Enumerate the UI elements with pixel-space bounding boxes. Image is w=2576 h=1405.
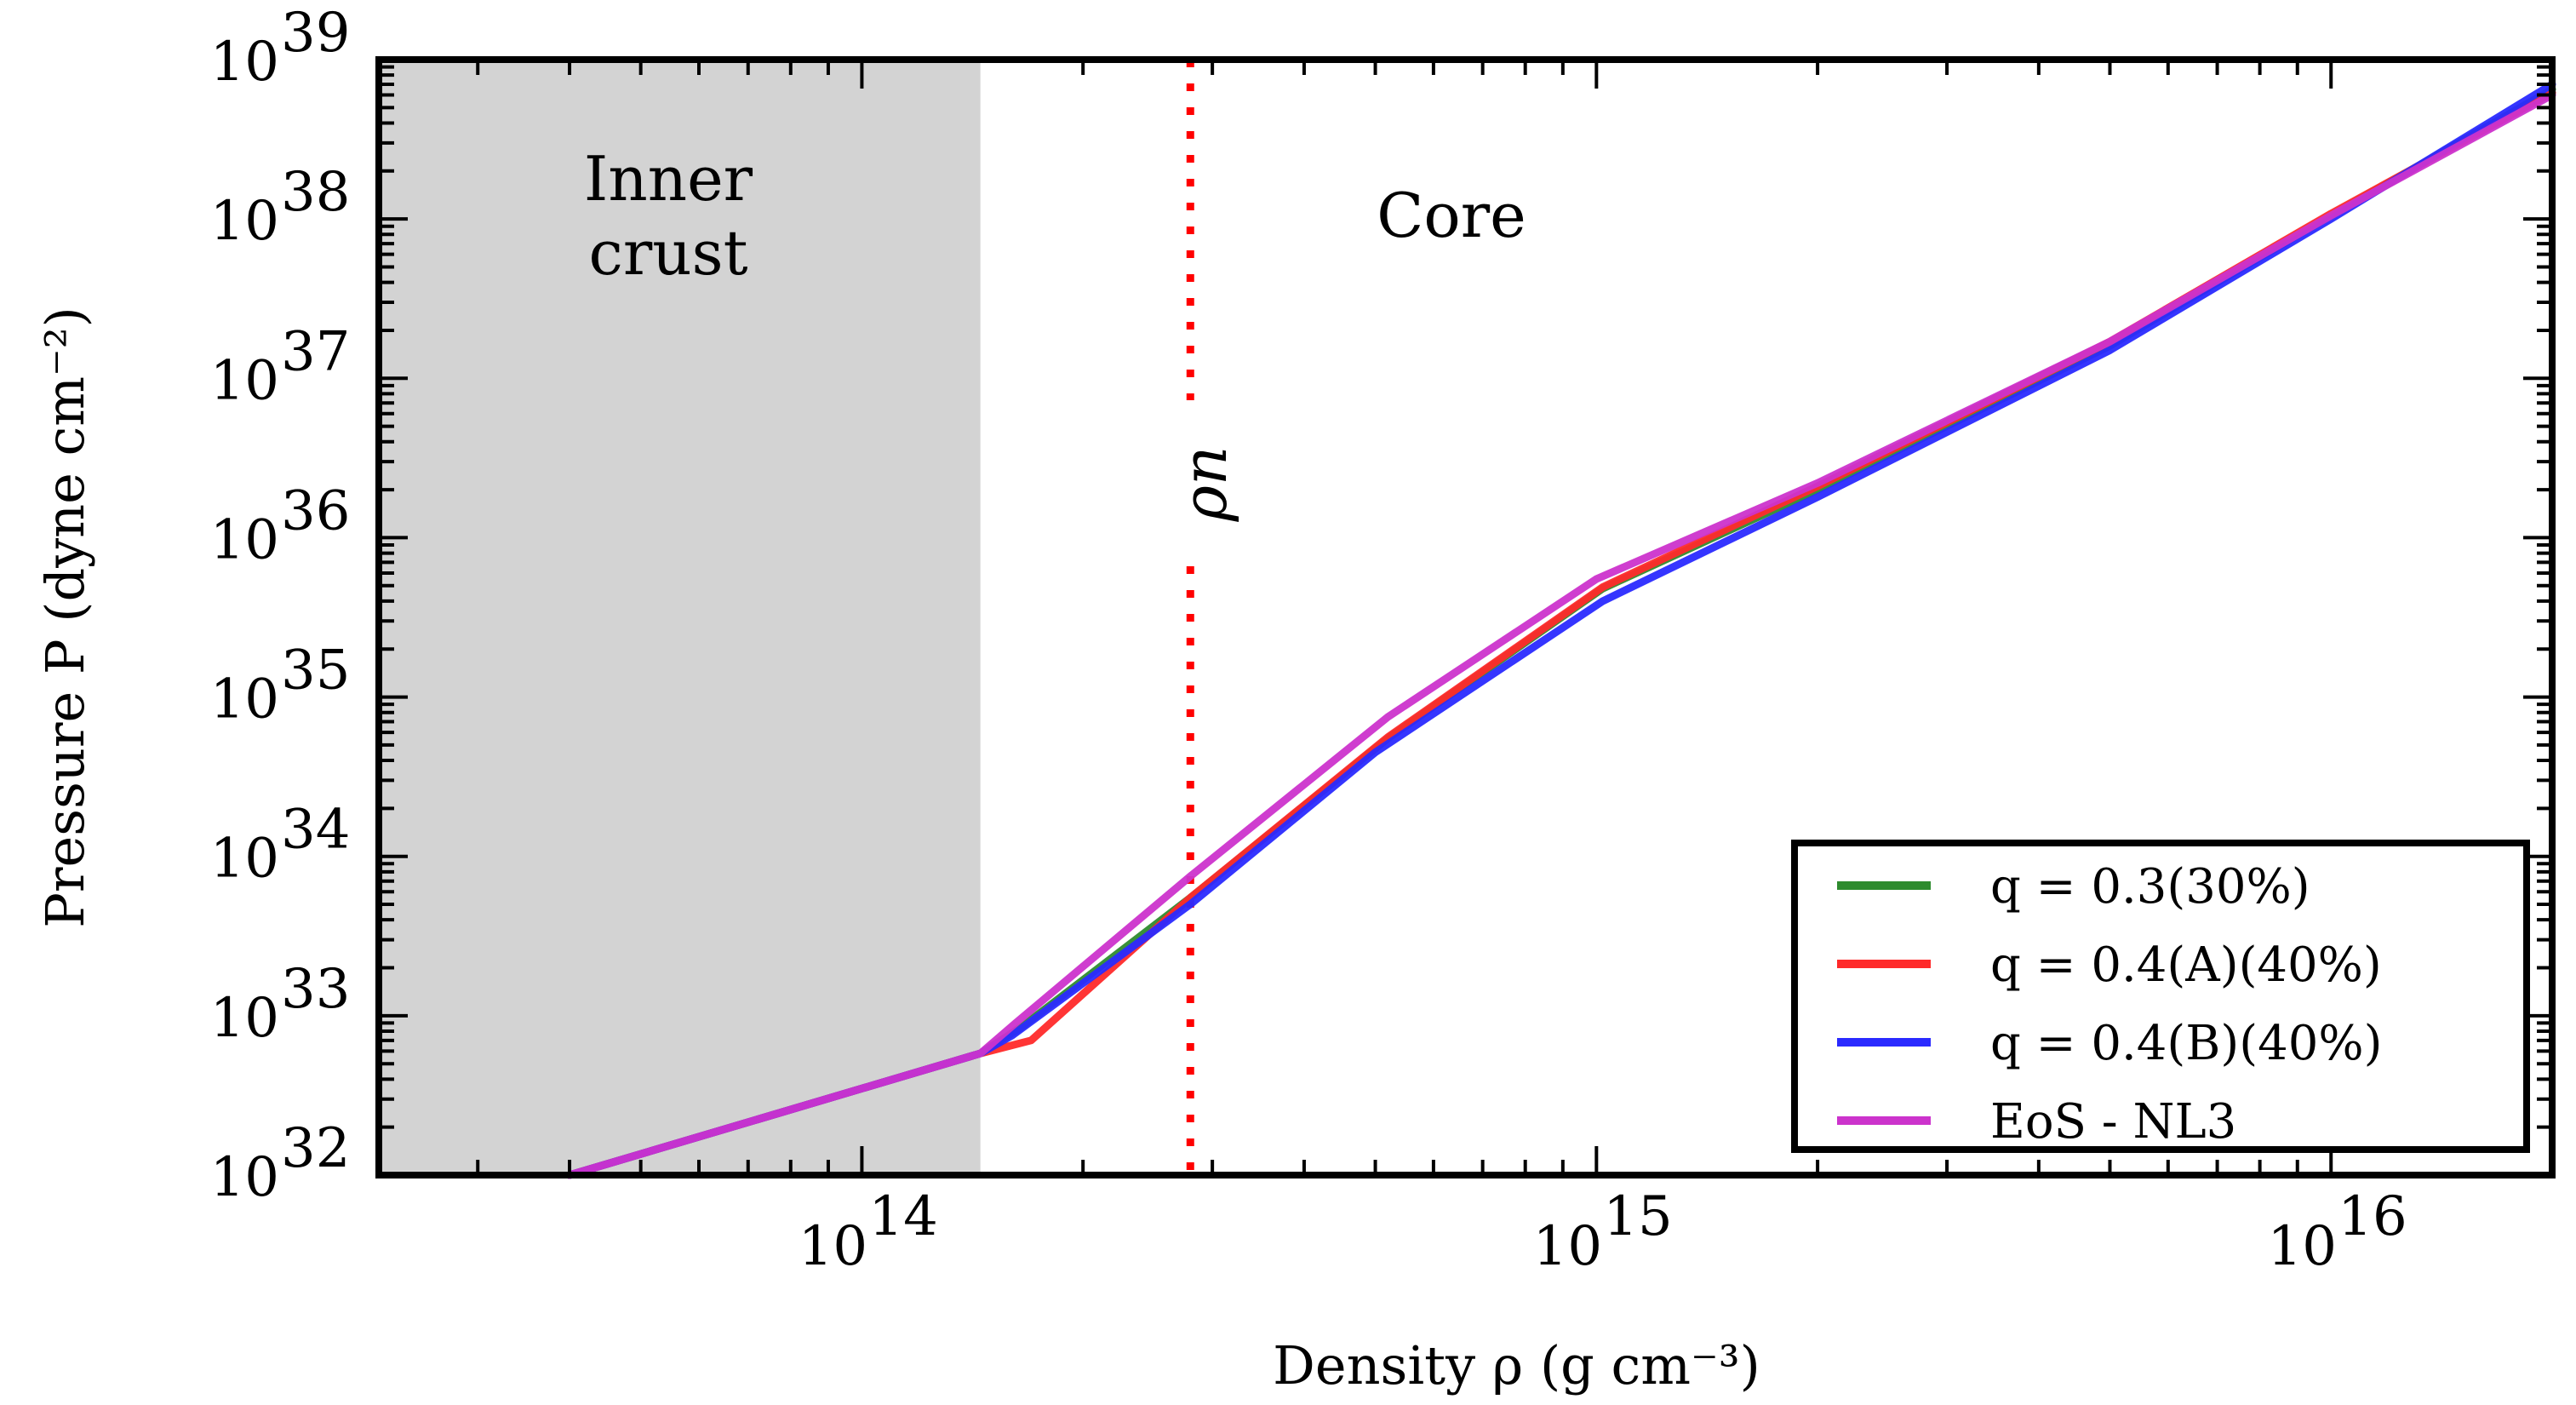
y-tick-base: 10 xyxy=(210,190,279,253)
y-tick-base: 10 xyxy=(210,349,279,412)
x-tick-label: 10 14 xyxy=(799,1185,938,1278)
y-tick-exp: 35 xyxy=(281,639,350,702)
inner-crust-label-line1: Inner xyxy=(584,143,753,215)
legend-label-3: EoS - NL3 xyxy=(1990,1094,2236,1150)
y-tick-exp: 33 xyxy=(281,958,350,1021)
rho-n-label: ρn xyxy=(1169,446,1240,523)
x-axis-label: Density ρ (g cm⁻³) xyxy=(1273,1334,1760,1396)
legend-label-0: q = 0.3(30%) xyxy=(1990,859,2310,915)
y-tick-label: 10 38 xyxy=(210,161,351,253)
y-tick-base: 10 xyxy=(210,668,279,731)
inner-crust-region xyxy=(379,60,981,1175)
y-axis-label: Pressure P (dyne cm⁻²) xyxy=(34,307,96,928)
x-tick-label: 10 15 xyxy=(1533,1185,1673,1278)
legend-label-1: q = 0.4(A)(40%) xyxy=(1990,938,2382,993)
y-tick-label: 10 34 xyxy=(210,799,351,891)
x-tick-label: 10 16 xyxy=(2268,1185,2407,1278)
y-tick-exp: 34 xyxy=(281,799,350,862)
legend-box xyxy=(1791,840,2530,1153)
y-tick-exp: 39 xyxy=(281,2,350,65)
y-tick-base: 10 xyxy=(210,31,279,94)
y-tick-exp: 38 xyxy=(281,161,350,224)
y-tick-label: 10 33 xyxy=(210,958,351,1050)
y-tick-base: 10 xyxy=(210,508,279,571)
y-tick-label: 10 36 xyxy=(210,479,351,571)
x-tick-exp: 15 xyxy=(1603,1185,1672,1248)
y-tick-label: 10 32 xyxy=(210,1117,351,1209)
core-label: Core xyxy=(1377,180,1526,251)
y-tick-label: 10 37 xyxy=(210,320,351,412)
inner-crust-label-line2: crust xyxy=(589,217,748,289)
y-tick-base: 10 xyxy=(210,828,279,891)
x-tick-exp: 14 xyxy=(868,1185,937,1248)
y-tick-exp: 32 xyxy=(281,1117,350,1180)
legend-label-2: q = 0.4(B)(40%) xyxy=(1990,1016,2382,1071)
y-tick-exp: 36 xyxy=(281,479,350,542)
x-tick-base: 10 xyxy=(2268,1215,2337,1278)
y-tick-label: 10 35 xyxy=(210,639,351,731)
plot-frame xyxy=(375,56,2556,1178)
y-tick-base: 10 xyxy=(210,1146,279,1209)
x-tick-base: 10 xyxy=(1533,1215,1602,1278)
y-tick-exp: 37 xyxy=(281,320,350,383)
y-tick-base: 10 xyxy=(210,987,279,1050)
x-tick-base: 10 xyxy=(799,1215,867,1278)
x-tick-exp: 16 xyxy=(2338,1185,2407,1248)
y-tick-label: 10 39 xyxy=(210,2,351,94)
series-line-3 xyxy=(565,91,2556,1179)
